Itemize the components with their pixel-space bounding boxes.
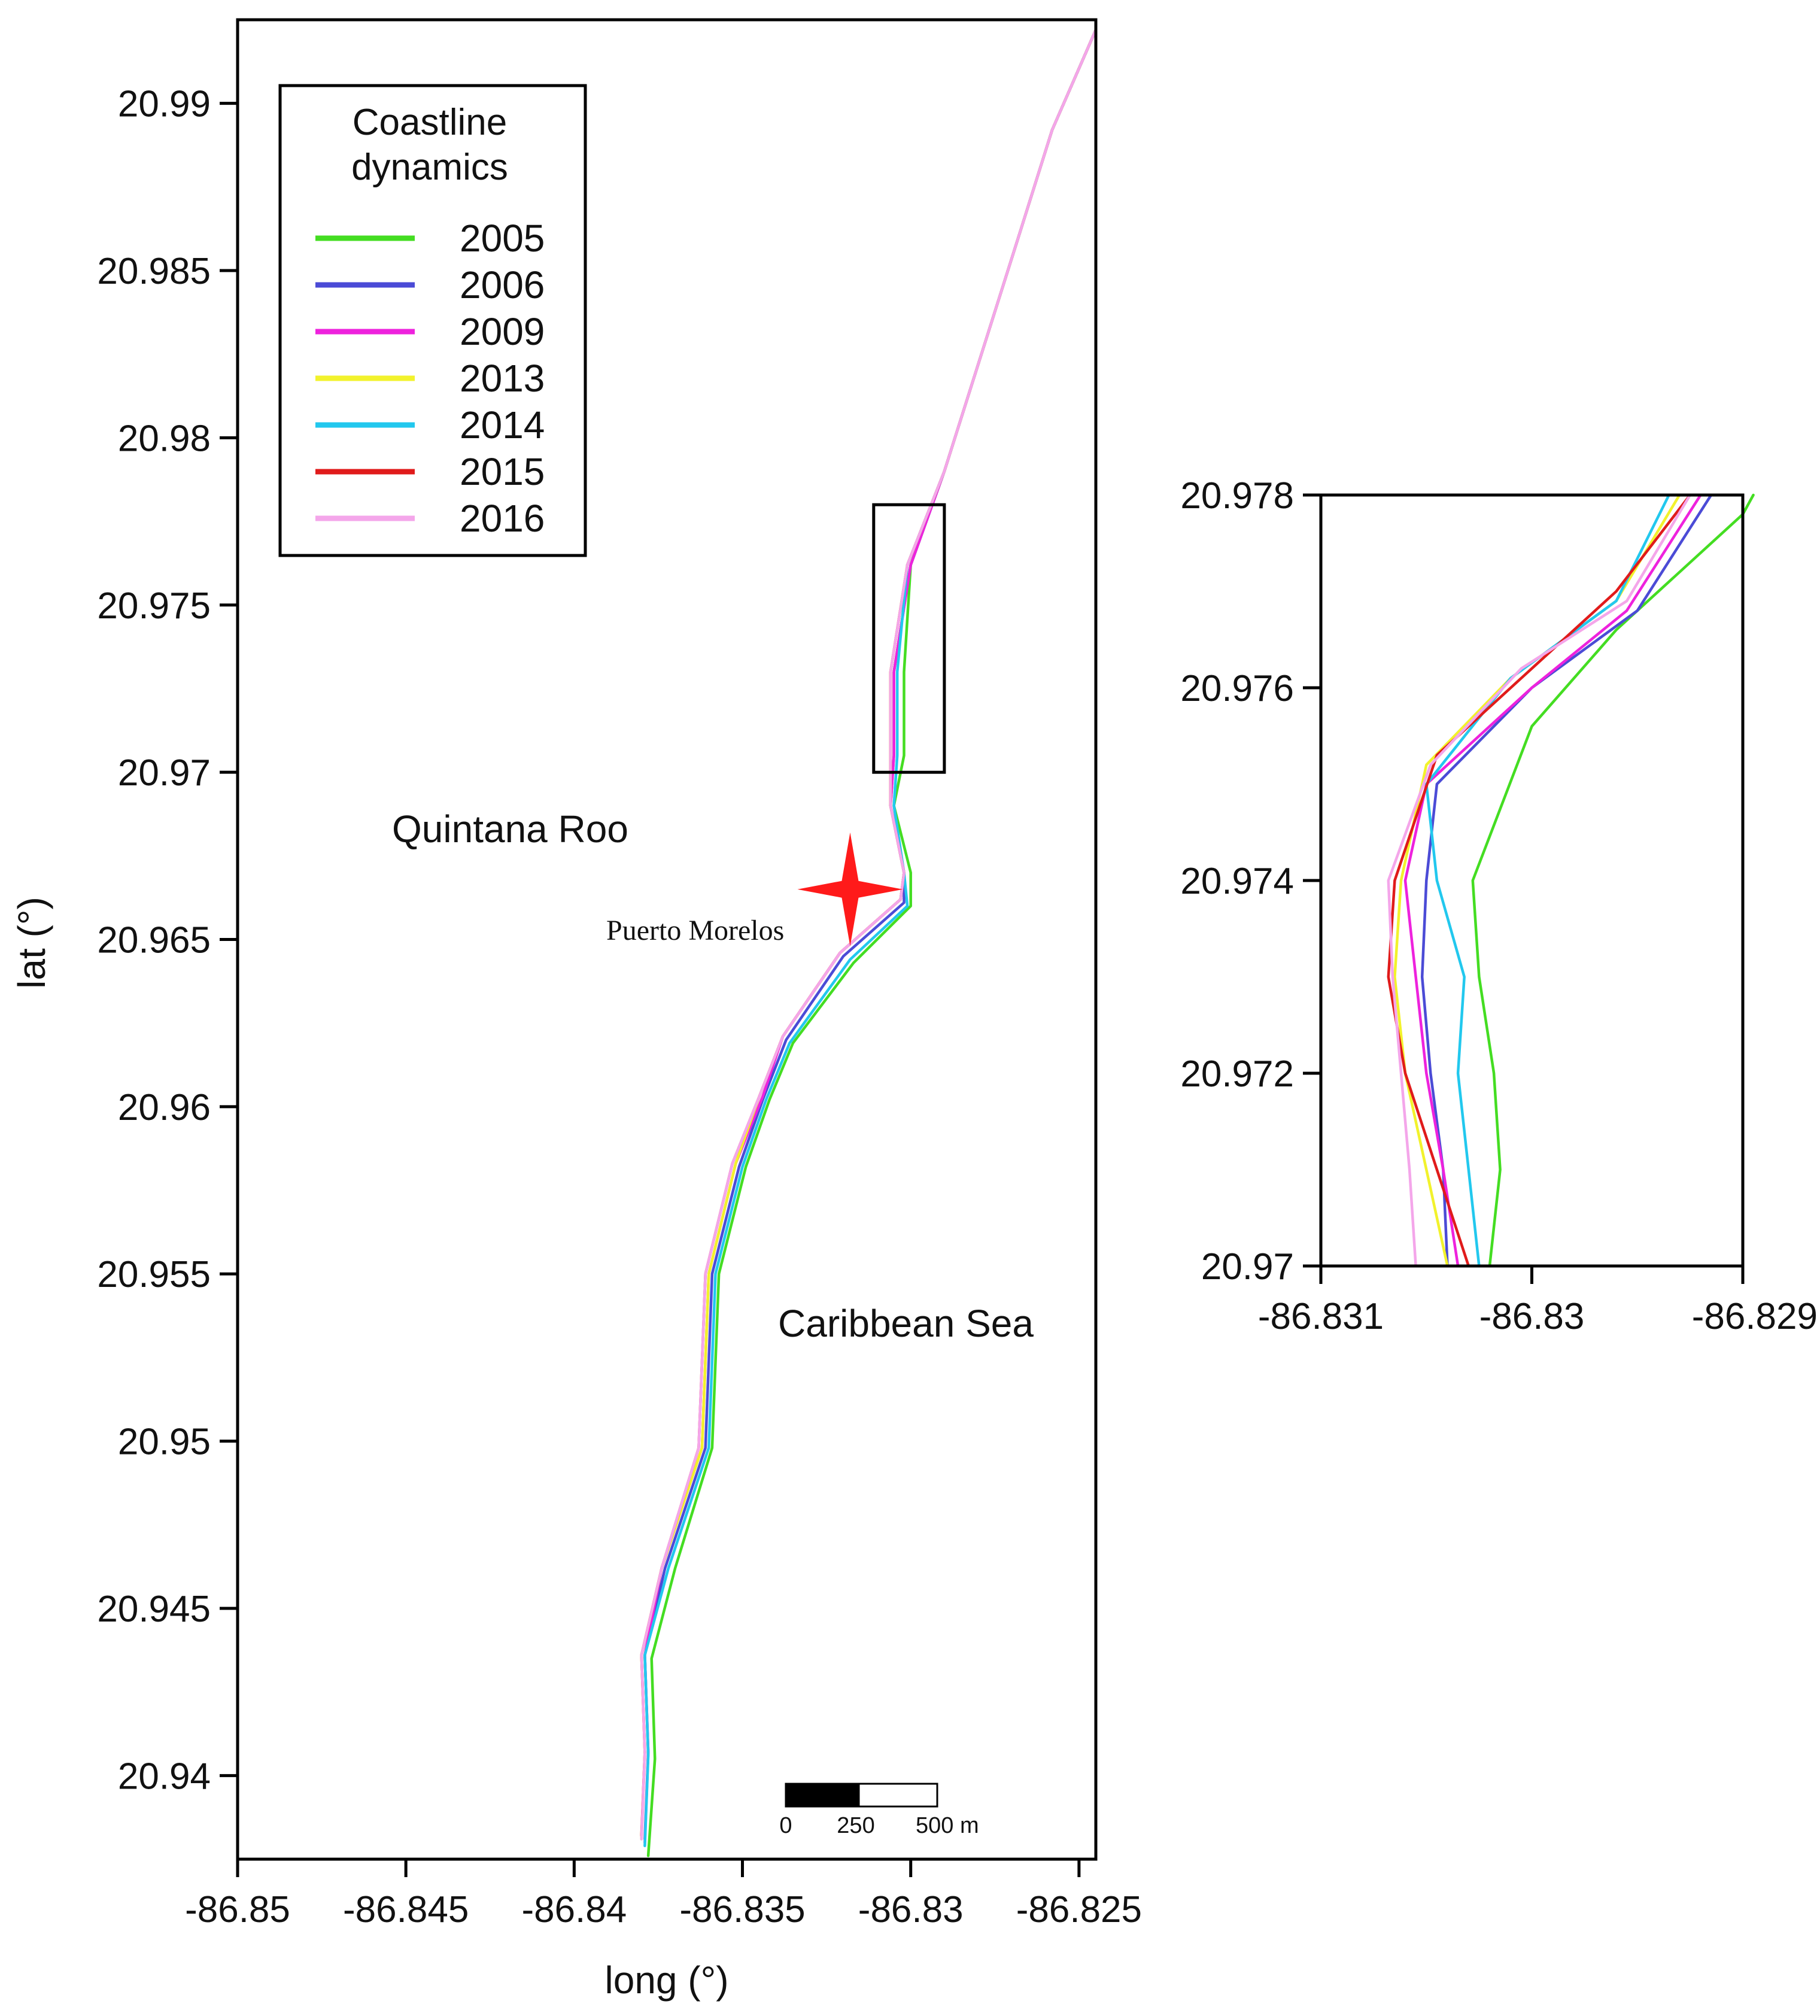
- land-label: Quintana Roo: [392, 807, 628, 851]
- town-star-marker: [797, 832, 903, 946]
- inset-x-tick-label: -86.831: [1258, 1296, 1384, 1337]
- inset-y-axis: 20.97 20.972 20.974 20.976 20.978: [1180, 475, 1321, 1288]
- legend-label-2013: 2013: [460, 357, 545, 400]
- legend-label-2009: 2009: [460, 310, 545, 353]
- legend-title-line2: dynamics: [351, 147, 508, 188]
- y-tick-label: 20.95: [118, 1422, 211, 1463]
- legend: Coastline dynamics 200520062009201320142…: [278, 84, 587, 557]
- main-y-axis: 20.94 20.945 20.95 20.955 20.96 20.965 20.97 20…: [97, 84, 238, 1797]
- inset-x-tick-label: -86.829: [1692, 1296, 1818, 1337]
- coastline-2016: [640, 28, 1098, 1841]
- inset-coastline-2014: [1425, 493, 1670, 1268]
- y-tick-label: 20.99: [118, 84, 211, 125]
- y-tick-label: 20.94: [118, 1756, 211, 1797]
- legend-label-2005: 2005: [460, 217, 545, 260]
- legend-box: [278, 84, 587, 557]
- y-tick-label: 20.975: [97, 585, 211, 627]
- inset-coastline-lines: [1387, 493, 1755, 1268]
- y-tick-label: 20.955: [97, 1254, 211, 1295]
- y-tick-label: 20.985: [97, 251, 211, 292]
- inset-coastline-2015: [1387, 493, 1692, 1268]
- x-tick-label: -86.84: [521, 1889, 627, 1930]
- y-tick-label: 20.965: [97, 920, 211, 961]
- scale-label-0: 0: [779, 1813, 792, 1838]
- inset-coastline-2005: [1471, 493, 1755, 1268]
- legend-label-2014: 2014: [460, 403, 545, 447]
- y-tick-label: 20.98: [118, 418, 211, 459]
- legend-label-2016: 2016: [460, 497, 545, 540]
- inset-coastline-2016: [1387, 493, 1692, 1268]
- main-x-axis-label: long (°): [605, 1959, 729, 2002]
- scale-bar-black: [785, 1783, 860, 1808]
- inset-y-tick-label: 20.978: [1180, 475, 1294, 517]
- scale-bar-white: [858, 1783, 938, 1808]
- inset-location-box: [872, 503, 946, 774]
- sea-label: Caribbean Sea: [778, 1302, 1034, 1345]
- inset-y-tick-label: 20.972: [1180, 1053, 1294, 1095]
- inset-y-tick-label: 20.97: [1201, 1246, 1294, 1288]
- inset-coastline-2006: [1420, 493, 1713, 1268]
- main-plot: 20.94 20.945 20.95 20.955 20.96 20.965 20.97 20…: [10, 18, 1142, 2002]
- inset-y-tick-label: 20.974: [1180, 861, 1294, 902]
- inset-x-tick-label: -86.83: [1479, 1296, 1585, 1337]
- x-tick-label: -86.85: [185, 1889, 290, 1930]
- inset-plot-frame: [1319, 493, 1745, 1268]
- inset-x-axis: -86.831 -86.83 -86.829: [1258, 1266, 1818, 1337]
- y-tick-label: 20.945: [97, 1589, 211, 1630]
- main-x-axis: -86.85 -86.845 -86.84 -86.835 -86.83 -86.825: [185, 1859, 1142, 1930]
- main-y-axis-label: lat (°): [10, 897, 53, 989]
- x-tick-label: -86.835: [679, 1889, 805, 1930]
- legend-label-2006: 2006: [460, 263, 545, 306]
- scale-bar: 0 250 500 m: [779, 1783, 979, 1838]
- scale-label-250: 250: [837, 1813, 874, 1838]
- x-tick-label: -86.845: [343, 1889, 469, 1930]
- scale-label-500: 500 m: [916, 1813, 979, 1838]
- legend-title-line1: Coastline: [353, 102, 507, 143]
- inset-coastline-2009: [1403, 493, 1702, 1268]
- inset-y-tick-label: 20.976: [1180, 668, 1294, 709]
- y-tick-label: 20.97: [118, 752, 211, 794]
- town-label: Puerto Morelos: [606, 915, 784, 946]
- town-star: [797, 832, 903, 946]
- y-tick-label: 20.96: [118, 1087, 211, 1128]
- x-tick-label: -86.825: [1016, 1889, 1142, 1930]
- main-coastline-lines: [640, 28, 1098, 1857]
- legend-label-2015: 2015: [460, 450, 545, 493]
- x-tick-label: -86.83: [858, 1889, 964, 1930]
